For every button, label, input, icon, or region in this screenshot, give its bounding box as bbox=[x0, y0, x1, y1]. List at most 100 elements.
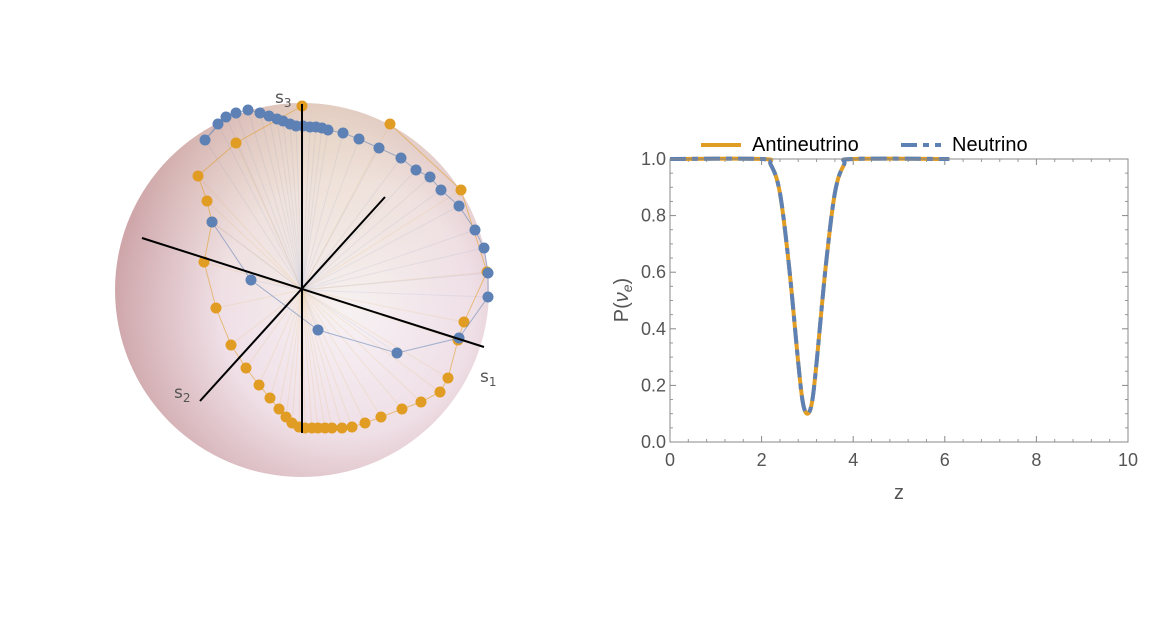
fan-line bbox=[278, 289, 303, 410]
fan-line bbox=[285, 289, 303, 418]
neutrino-point bbox=[242, 104, 254, 116]
neutrino-point bbox=[353, 133, 365, 145]
fan-line bbox=[301, 289, 465, 323]
fan-line bbox=[204, 139, 303, 291]
antineutrino-point bbox=[326, 422, 338, 434]
antineutrino-point bbox=[230, 137, 242, 149]
fan-line bbox=[301, 289, 382, 418]
neutrino-point bbox=[410, 164, 422, 176]
fan-line bbox=[301, 132, 344, 291]
bloch-sphere: s3 s1 s2 bbox=[115, 88, 497, 477]
s2-main: s bbox=[174, 383, 183, 403]
neutrino-point bbox=[220, 111, 232, 123]
fan-line bbox=[301, 289, 319, 429]
fan-line bbox=[301, 271, 488, 291]
antineutrino-point bbox=[359, 417, 371, 429]
neutrino-point bbox=[212, 118, 224, 130]
neutrino-point bbox=[482, 291, 494, 303]
fan-line bbox=[217, 123, 303, 291]
antineutrino-point bbox=[240, 362, 252, 374]
fan-line bbox=[269, 289, 303, 399]
neutrino-point bbox=[373, 142, 385, 154]
fan-line bbox=[282, 120, 303, 291]
antineutrino-point bbox=[434, 386, 446, 398]
tick-labels: 0 2 4 6 8 10 0.0 0.2 0.4 0.6 0.8 1.0 bbox=[641, 149, 1138, 470]
fan-line bbox=[301, 272, 489, 291]
fan-line bbox=[230, 289, 303, 346]
antineutrino-trajectory bbox=[192, 100, 493, 434]
x-tick-label: 4 bbox=[848, 450, 858, 470]
neutrino-point bbox=[312, 324, 324, 336]
y-tick-label: 0.6 bbox=[641, 262, 666, 282]
fan-line bbox=[301, 205, 460, 291]
neutrino-point bbox=[322, 124, 334, 136]
fan-line bbox=[247, 109, 303, 291]
s3-sub: 3 bbox=[284, 96, 292, 110]
antineutrino-point bbox=[442, 372, 454, 384]
fan-line bbox=[301, 289, 459, 341]
neutrino-point bbox=[478, 242, 490, 254]
y-label-close: ) bbox=[611, 278, 633, 285]
neutrino-point bbox=[254, 107, 266, 119]
fan-line bbox=[301, 129, 329, 291]
s1-main: s bbox=[480, 367, 489, 387]
fan-line bbox=[258, 289, 303, 386]
fan-line bbox=[206, 200, 303, 291]
fan-line bbox=[211, 221, 303, 291]
fan-line bbox=[301, 289, 326, 429]
neutrino-point bbox=[230, 107, 242, 119]
y-tick-label: 1.0 bbox=[641, 149, 666, 169]
neutrino-point bbox=[337, 127, 349, 139]
fan-line bbox=[301, 189, 462, 291]
fan-line bbox=[250, 279, 303, 291]
neutrino-point bbox=[453, 200, 465, 212]
neutrino-point bbox=[395, 152, 407, 164]
antineutrino-point bbox=[375, 411, 387, 423]
fan-line bbox=[301, 289, 353, 428]
neutrino-point bbox=[469, 224, 481, 236]
neutrino-point bbox=[391, 347, 403, 359]
fan-line bbox=[197, 175, 303, 291]
fan-line bbox=[301, 126, 317, 291]
fan-line bbox=[301, 289, 333, 429]
fan-line bbox=[301, 289, 398, 354]
x-tick-label: 10 bbox=[1118, 450, 1138, 470]
curves bbox=[669, 156, 950, 416]
antineutrino-point bbox=[415, 396, 427, 408]
fan-line bbox=[301, 289, 441, 393]
y-label-nu: ν bbox=[611, 292, 633, 302]
fan-line bbox=[235, 112, 303, 291]
fan-line bbox=[301, 289, 343, 429]
fan-line bbox=[259, 112, 303, 291]
plot-frame bbox=[669, 158, 1129, 443]
trajectory-fan bbox=[197, 106, 489, 429]
fan-line bbox=[301, 247, 485, 291]
fan-line bbox=[289, 123, 303, 291]
neutrino-point bbox=[245, 274, 257, 286]
fan-line bbox=[215, 289, 303, 309]
s3-axis-label: s3 bbox=[275, 88, 292, 110]
legend: Antineutrino Neutrino bbox=[701, 134, 1028, 156]
antineutrino-point bbox=[253, 379, 265, 391]
fan-line bbox=[276, 118, 303, 291]
y-tick-label: 0.4 bbox=[641, 319, 666, 339]
fan-line bbox=[301, 289, 313, 429]
fan-line bbox=[301, 157, 402, 291]
antineutrino-point bbox=[458, 316, 470, 328]
s1-axis bbox=[141, 237, 485, 348]
s2-sub: 2 bbox=[183, 391, 191, 405]
x-tick-label: 2 bbox=[757, 450, 767, 470]
antineutrino-point bbox=[384, 118, 396, 130]
fan-line bbox=[301, 138, 360, 291]
neutrino-point bbox=[482, 267, 494, 279]
s3-main: s bbox=[275, 88, 284, 108]
antineutrino-point bbox=[273, 403, 285, 415]
x-tick-label: 0 bbox=[665, 450, 675, 470]
y-axis-label: P(νe) bbox=[611, 278, 635, 322]
x-tick-label: 6 bbox=[940, 450, 950, 470]
fan-line bbox=[301, 289, 403, 410]
fan-line bbox=[268, 115, 303, 291]
neutrino-trajectory bbox=[199, 104, 494, 359]
antineutrino-point bbox=[455, 184, 467, 196]
